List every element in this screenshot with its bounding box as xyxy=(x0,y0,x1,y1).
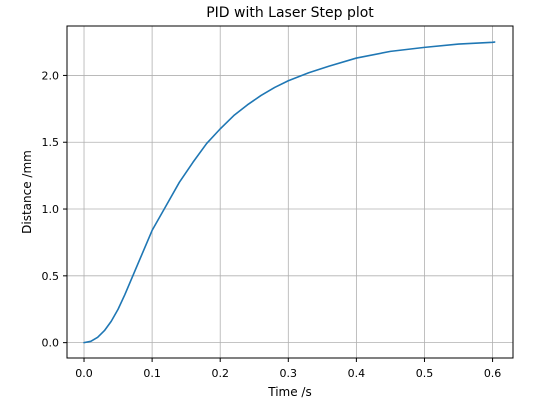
y-axis-label: Distance /mm xyxy=(20,150,34,234)
x-tick-label: 0.5 xyxy=(416,367,434,380)
y-axis-ticks: 0.0 0.5 1.0 1.5 2.0 xyxy=(42,69,67,350)
y-tick-label: 1.5 xyxy=(42,136,60,149)
series-line-0 xyxy=(83,41,496,344)
y-tick-label: 2.0 xyxy=(42,69,60,82)
x-axis-ticks: 0.0 0.1 0.2 0.3 0.4 0.5 0.6 xyxy=(75,358,501,380)
x-tick-label: 0.6 xyxy=(484,367,502,380)
x-tick-label: 0.2 xyxy=(211,367,229,380)
axes-frame xyxy=(66,25,514,359)
grid xyxy=(67,26,513,358)
x-tick-label: 0.0 xyxy=(75,367,93,380)
y-tick-label: 0.5 xyxy=(42,270,60,283)
chart-title: PID with Laser Step plot xyxy=(206,5,374,21)
x-tick-label: 0.4 xyxy=(348,367,366,380)
x-tick-label: 0.3 xyxy=(280,367,298,380)
x-tick-label: 0.1 xyxy=(143,367,161,380)
series-layer xyxy=(83,41,496,344)
y-tick-label: 0.0 xyxy=(42,337,60,350)
y-tick-label: 1.0 xyxy=(42,203,60,216)
x-axis-label: Time /s xyxy=(267,385,311,399)
